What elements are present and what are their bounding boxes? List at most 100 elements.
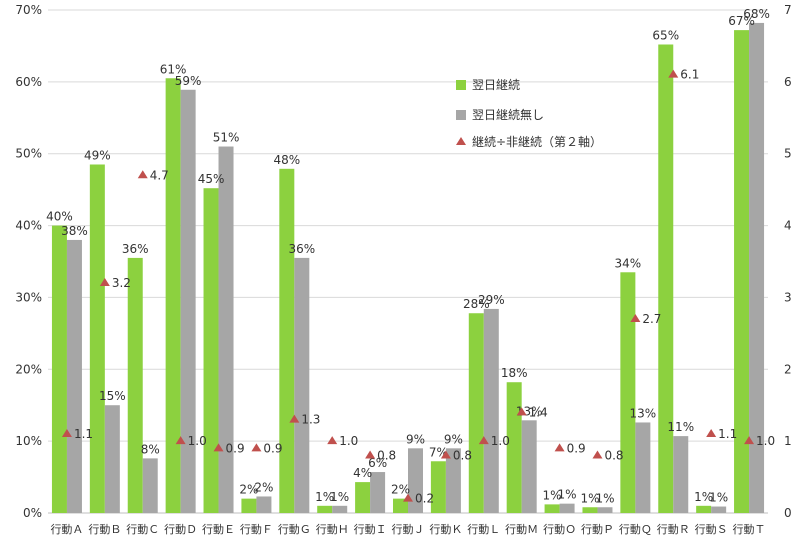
y-tick-label-primary: 40% <box>15 219 42 233</box>
ratio-marker <box>706 428 717 437</box>
ratio-marker <box>478 436 489 445</box>
ratio-label: 2.7 <box>642 312 661 326</box>
data-label-no-continue: 38% <box>61 224 88 238</box>
data-label-continue: 65% <box>652 28 679 42</box>
bar-continue <box>51 225 67 514</box>
ratio-marker <box>403 493 413 502</box>
bar-continue <box>734 30 750 514</box>
bar-continue <box>89 164 105 513</box>
data-label-no-continue: 1% <box>595 491 614 505</box>
ratio-label: 1.4 <box>529 405 548 419</box>
ratio-marker <box>592 450 603 459</box>
y-tick-label-primary: 50% <box>15 147 42 161</box>
bar-continue <box>127 257 143 513</box>
ratio-marker <box>668 69 679 78</box>
x-tick-label: 行動Ｍ <box>505 522 538 536</box>
data-label-continue: 67% <box>728 14 755 28</box>
ratio-label: 1.1 <box>718 427 737 441</box>
y-axis-secondary: 0 1 2 3 4 5 6 7 <box>784 3 792 520</box>
ratio-label: 0.9 <box>226 441 245 455</box>
data-label-no-continue: 68% <box>743 7 770 21</box>
y-tick-label-secondary: 5 <box>784 147 792 161</box>
ratio-label: 0.8 <box>453 449 472 463</box>
data-label-no-continue: 6% <box>368 456 387 470</box>
ratio-marker <box>327 436 338 445</box>
data-label-continue: 28% <box>463 297 490 311</box>
bar-continue <box>620 272 636 513</box>
x-tick-label: 行動Ｇ <box>278 522 311 536</box>
data-label-continue: 1% <box>543 488 562 502</box>
x-tick-label: 行動Ｊ <box>392 522 425 536</box>
bar-no-continue <box>294 257 310 513</box>
ratio-marker <box>554 443 565 452</box>
y-axis-primary: 0% 10% 20% 30% 40% 50% 60% 70% <box>15 3 42 520</box>
bar-no-continue <box>711 506 727 513</box>
x-tick-label: 行動Ｆ <box>240 522 273 536</box>
ratio-marker <box>630 313 641 322</box>
y-tick-label-secondary: 1 <box>784 434 792 448</box>
x-tick-label: 行動Ｅ <box>202 522 235 536</box>
bar-no-continue <box>142 458 158 513</box>
y-tick-label-secondary: 4 <box>784 219 792 233</box>
bar-series <box>51 22 765 514</box>
ratio-label: 3.2 <box>112 276 131 290</box>
bar-no-continue <box>370 472 386 513</box>
data-label-no-continue: 2% <box>254 480 273 494</box>
ratio-label: 4.7 <box>150 168 169 182</box>
bar-no-continue <box>673 436 689 513</box>
x-tick-label: 行動Ａ <box>50 522 83 536</box>
bar-continue <box>165 78 181 513</box>
data-label-no-continue: 13% <box>630 406 657 420</box>
x-axis: 行動Ａ 行動Ｂ 行動Ｃ 行動Ｄ 行動Ｅ 行動Ｆ 行動Ｇ 行動Ｈ 行動Ｉ 行動Ｊ 行動Ｋ 行動Ｌ 行動Ｍ 行… <box>50 522 765 536</box>
y-tick-label-primary: 70% <box>15 3 42 17</box>
data-label-no-continue: 59% <box>175 74 202 88</box>
y-tick-label-primary: 60% <box>15 75 42 89</box>
data-label-continue: 2% <box>391 483 410 497</box>
bar-no-continue <box>180 89 196 514</box>
ratio-marker <box>440 450 451 459</box>
y-tick-label-primary: 20% <box>15 362 42 376</box>
ratio-label: 0.8 <box>604 449 623 463</box>
data-label-continue: 49% <box>84 148 111 162</box>
ratio-label: 0.2 <box>415 492 434 506</box>
x-tick-label: 行動Ｈ <box>316 522 349 536</box>
ratio-label: 0.8 <box>377 449 396 463</box>
ratio-label: 1.0 <box>756 434 775 448</box>
x-tick-label: 行動Ｐ <box>581 522 614 536</box>
bar-continue <box>279 168 295 513</box>
bar-continue <box>430 461 446 513</box>
ratio-marker <box>744 436 755 445</box>
data-label-no-continue: 1% <box>558 488 577 502</box>
ratio-marker <box>365 450 376 459</box>
bar-continue <box>544 504 560 513</box>
legend-triangle-marker <box>456 137 466 145</box>
data-label-continue: 45% <box>198 172 225 186</box>
bar-continue <box>393 498 408 513</box>
data-label-continue: 18% <box>501 366 528 380</box>
x-tick-label: 行動Ｄ <box>164 522 197 536</box>
bar-continue <box>241 498 257 513</box>
data-label-no-continue: 11% <box>667 420 694 434</box>
data-label-no-continue: 9% <box>406 432 425 446</box>
x-tick-label: 行動Ｒ <box>657 522 690 536</box>
data-label-no-continue: 1% <box>330 490 349 504</box>
x-tick-label: 行動Ｂ <box>88 522 121 536</box>
legend-swatch-green <box>456 80 466 90</box>
x-tick-label: 行動Ｓ <box>695 522 728 536</box>
data-label-no-continue: 15% <box>99 389 126 403</box>
bar-no-continue <box>256 496 272 513</box>
bar-continue <box>317 505 333 513</box>
ratio-label: 0.9 <box>263 441 282 455</box>
x-tick-label: 行動Ｉ <box>354 522 387 536</box>
y-tick-label-secondary: 7 <box>784 3 792 17</box>
x-tick-label: 行動Ｃ <box>126 522 159 536</box>
data-label-no-continue: 1% <box>709 491 728 505</box>
bar-no-continue <box>635 422 651 513</box>
data-label-continue: 40% <box>46 210 73 224</box>
bar-no-continue <box>445 448 461 513</box>
ratio-marker <box>99 278 110 287</box>
data-label-continue: 61% <box>160 62 187 76</box>
ratio-marker <box>175 436 186 445</box>
bar-no-continue <box>66 239 82 513</box>
bar-no-continue <box>559 503 575 513</box>
